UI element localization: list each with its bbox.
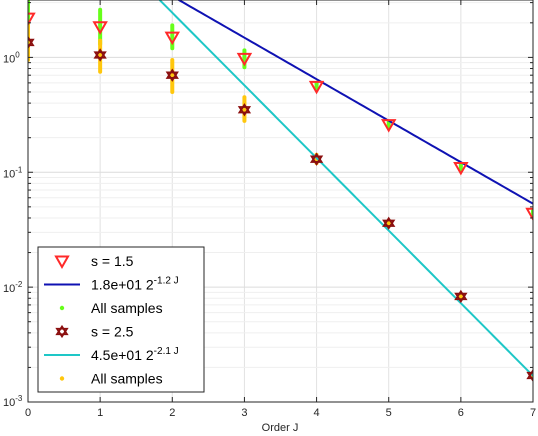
legend-label-text: All samples xyxy=(91,371,163,387)
hexagram-down-stroke xyxy=(454,292,468,304)
y-tick-label: 10-1 xyxy=(3,165,23,180)
y-tick-exponent: -1 xyxy=(15,165,23,174)
hexagram-up-stroke xyxy=(526,368,533,380)
hexagram-up-stroke xyxy=(93,48,107,59)
hexagram-up-stroke xyxy=(28,35,35,47)
plot-data xyxy=(28,0,533,383)
legend-symbol xyxy=(59,305,65,311)
legend-box xyxy=(37,246,205,393)
data-point xyxy=(28,35,35,50)
x-tick-label: 7 xyxy=(530,407,536,419)
legend-label-text: s = 2.5 xyxy=(91,324,134,340)
fit-line xyxy=(158,0,533,377)
y-tick-base: 10 xyxy=(3,53,15,65)
hexagram-down-stroke xyxy=(28,38,35,50)
data-point xyxy=(164,31,181,46)
hexagram-up-stroke xyxy=(55,324,69,336)
data-point xyxy=(92,21,108,35)
x-tick-label: 2 xyxy=(169,407,175,419)
legend-label-text: 1.8e+01 2 xyxy=(91,277,154,293)
y-tick-exponent: 0 xyxy=(15,50,20,59)
data-point xyxy=(382,216,396,230)
hexagram-down-stroke xyxy=(382,219,396,230)
hexagram-up-stroke xyxy=(309,152,324,163)
legend-label: 4.5e+01 2-2.1 J xyxy=(91,346,179,363)
x-tick-label: 1 xyxy=(97,407,103,419)
legend-label-exponent: -1.2 J xyxy=(154,276,179,287)
legend-label: 1.8e+01 2-1.2 J xyxy=(91,276,179,293)
axes-box xyxy=(27,0,534,403)
legend-label: s = 1.5 xyxy=(91,253,134,269)
y-tick-label: 10-3 xyxy=(3,394,23,409)
legend-label: s = 2.5 xyxy=(91,324,134,340)
data-point xyxy=(236,52,253,67)
data-point xyxy=(237,103,252,117)
hexagram-down-stroke xyxy=(55,327,69,339)
legend-label-text: s = 1.5 xyxy=(91,253,134,269)
hexagram-down-stroke xyxy=(165,71,179,82)
data-point xyxy=(453,162,469,176)
data-point xyxy=(525,207,533,222)
y-tick-base: 10 xyxy=(3,168,15,180)
hexagram-down-stroke xyxy=(309,155,324,166)
x-tick-label: 3 xyxy=(241,407,247,419)
data-point xyxy=(93,48,107,62)
y-tick-exponent: -3 xyxy=(15,394,23,403)
data-point xyxy=(308,80,325,95)
legend: s = 1.5 1.8e+01 2-1.2 J All samples s = 2.5… xyxy=(37,246,205,393)
legend-symbol xyxy=(54,255,70,270)
x-tick-label: 4 xyxy=(314,407,320,419)
legend-label: All samples xyxy=(91,300,163,316)
x-tick-label: 5 xyxy=(386,407,392,419)
data-point xyxy=(380,119,397,133)
legend-label-text: 4.5e+01 2 xyxy=(91,347,154,363)
legend-symbol xyxy=(55,324,69,339)
fit-line xyxy=(176,0,533,205)
x-tick-label: 0 xyxy=(25,407,31,419)
hexagram-up-stroke xyxy=(382,216,396,227)
legend-label-text: All samples xyxy=(91,300,163,316)
legend-symbol xyxy=(59,376,65,381)
hexagram-up-stroke xyxy=(237,103,252,114)
data-point xyxy=(165,68,179,82)
y-tick-base: 10 xyxy=(3,397,15,409)
data-point xyxy=(454,289,468,304)
x-tick-label: 6 xyxy=(458,407,464,419)
hexagram-down-stroke xyxy=(237,106,252,117)
y-tick-base: 10 xyxy=(3,283,15,295)
hexagram-down-stroke xyxy=(526,371,533,383)
y-tick-label: 10-2 xyxy=(3,280,23,295)
y-tick-exponent: -2 xyxy=(15,280,23,289)
x-axis-title: Order J xyxy=(262,422,299,434)
hexagram-down-stroke xyxy=(93,51,107,62)
data-point xyxy=(309,152,324,166)
axes xyxy=(27,0,534,403)
legend-label: All samples xyxy=(91,371,163,387)
y-tick-label: 100 xyxy=(3,50,20,65)
hexagram-up-stroke xyxy=(165,68,179,79)
data-point xyxy=(28,12,36,27)
data-point xyxy=(526,368,533,383)
hexagram-up-stroke xyxy=(454,289,468,301)
legend-label-exponent: -2.1 J xyxy=(154,346,179,357)
